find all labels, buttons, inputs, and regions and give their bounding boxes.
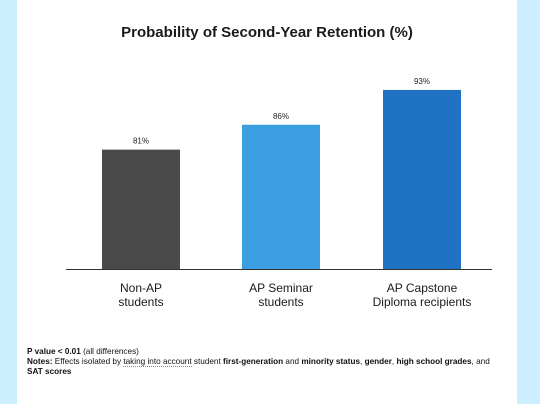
chart-notes: P value < 0.01 (all differences) Notes: … (27, 347, 507, 377)
bar-1 (242, 124, 320, 270)
data-label-2: 93% (414, 77, 430, 86)
notes-label: Notes: (27, 357, 53, 366)
category-label-1: AP Seminar students (249, 281, 313, 309)
pvalue-line: P value < 0.01 (all differences) (27, 347, 507, 357)
notes-text: Effects isolated by (52, 357, 124, 366)
data-label-0: 81% (133, 137, 149, 146)
notes-text-underlined: taking into account (123, 357, 192, 367)
bar-0 (102, 149, 180, 269)
notes-text: , (391, 357, 397, 366)
notes-bold: gender (364, 357, 392, 366)
notes-bold: SAT scores (27, 367, 72, 376)
data-label-1: 86% (273, 112, 289, 121)
notes-line: Notes: Effects isolated by taking into a… (27, 357, 507, 377)
notes-text: and (283, 357, 302, 366)
bar-chart: 81% 86% 93% (66, 77, 492, 270)
notes-bold: minority status (301, 357, 361, 366)
category-label-2: AP Capstone Diploma recipients (372, 281, 472, 309)
chart-title: Probability of Second-Year Retention (%) (121, 24, 413, 41)
notes-text: student (191, 357, 224, 366)
pvalue-label: P value < 0.01 (27, 347, 81, 356)
notes-bold: first-generation (223, 357, 284, 366)
category-label-0: Non-AP students (118, 281, 164, 309)
chart-card: Probability of Second-Year Retention (%)… (17, 0, 517, 404)
notes-bold: high school grades (396, 357, 472, 366)
notes-text: , and (471, 357, 490, 366)
notes-text: , (360, 357, 365, 366)
pvalue-text: (all differences) (80, 347, 139, 356)
bar-2 (383, 89, 461, 270)
